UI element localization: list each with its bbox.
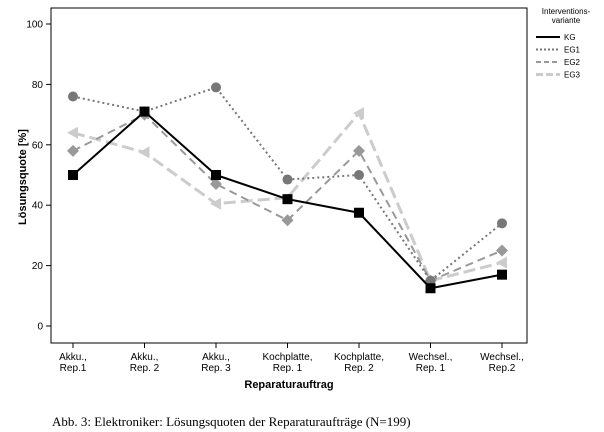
y-tick-label: 100 (26, 20, 43, 31)
legend-label-eg1: EG1 (564, 46, 581, 55)
data-point-kg (282, 194, 293, 205)
data-point-kg (139, 106, 150, 117)
x-tick-label: Rep.2 (489, 363, 516, 374)
x-tick-label: Akku., (202, 352, 230, 363)
y-tick-label: 60 (32, 140, 44, 151)
data-point-kg (497, 269, 507, 280)
data-point-eg1 (282, 174, 293, 185)
legend-title: Interventions- (542, 7, 591, 16)
series-eg1 (68, 82, 507, 286)
legend-label-eg3: EG3 (564, 71, 581, 80)
x-tick-label: Kochplatte, (334, 352, 384, 363)
data-point-eg2 (67, 144, 79, 157)
x-tick-label: Wechsel., (480, 352, 524, 363)
data-point-eg3 (67, 126, 78, 139)
axes (46, 7, 528, 348)
data-point-eg3 (138, 146, 150, 159)
data-point-eg1 (211, 82, 221, 93)
y-tick-label: 80 (32, 80, 44, 91)
x-tick-label: Rep. 2 (344, 363, 374, 374)
y-tick-label: 0 (37, 322, 43, 333)
data-point-eg3 (496, 256, 507, 269)
plot-frame (50, 7, 528, 344)
data-point-eg1 (68, 91, 78, 102)
x-tick-label: Rep. 3 (201, 363, 231, 374)
x-tick-label: Akku., (131, 352, 159, 363)
data-point-eg2 (496, 244, 508, 257)
series-kg (68, 106, 507, 294)
x-tick-label: Rep. 1 (273, 363, 303, 374)
data-point-eg1 (354, 170, 364, 180)
data-point-kg (68, 170, 78, 180)
data-point-kg (211, 170, 221, 180)
y-axis-title: Lösungsquote [%] (17, 129, 29, 225)
x-tick-label: Wechsel., (409, 352, 453, 363)
data-series (67, 82, 508, 294)
data-point-eg3 (353, 107, 364, 120)
legend-label-kg: KG (564, 33, 576, 42)
data-point-eg1 (497, 218, 507, 229)
data-point-eg3 (210, 197, 221, 210)
x-tick-label: Akku., (59, 352, 87, 363)
y-tick-label: 40 (32, 201, 44, 212)
data-point-eg1 (425, 275, 436, 286)
y-tick-label: 20 (32, 261, 44, 272)
legend-label-eg2: EG2 (564, 58, 581, 67)
x-tick-label: Rep.1 (60, 363, 87, 374)
data-point-kg (354, 207, 364, 218)
x-axis-title: Reparaturauftrag (244, 379, 333, 391)
data-point-eg2 (210, 178, 222, 191)
legend-title: variante (552, 16, 581, 25)
legend: Interventions-variante KG EG1 EG2 EG3 (536, 7, 591, 80)
data-point-eg2 (353, 144, 365, 157)
figure-caption: Abb. 3: Elektroniker: Lösungsquoten der … (52, 414, 411, 429)
data-point-kg (425, 283, 436, 294)
x-tick-label: Rep. 1 (416, 363, 446, 374)
x-tick-label: Rep. 2 (130, 363, 160, 374)
x-tick-label: Kochplatte, (262, 352, 312, 363)
data-point-eg2 (281, 214, 294, 227)
